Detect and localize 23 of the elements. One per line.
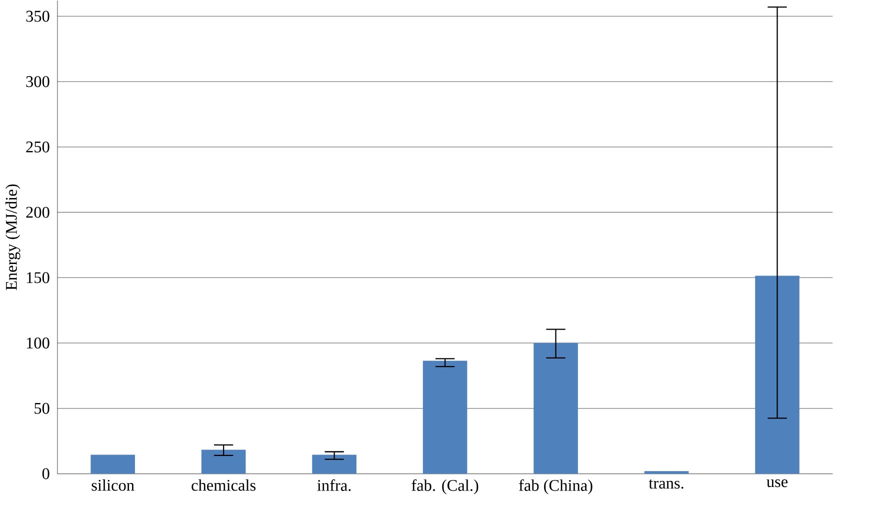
x-tick-label: trans. (648, 479, 684, 489)
bar (312, 454, 356, 474)
x-tick-label: use (766, 479, 788, 488)
x-tick-label: fab (China) (519, 479, 592, 494)
y-tick-label: 200 (26, 206, 50, 218)
x-tick-label: infra. (317, 479, 351, 491)
x-tick-label: fab. (Cal.) (412, 479, 478, 494)
bar (90, 454, 135, 474)
x-tick-label: chemicals (192, 479, 256, 491)
y-tick-label: 250 (26, 141, 50, 152)
x-tick-label: silicon (92, 479, 134, 491)
y-tick-label: 0 (42, 468, 50, 480)
y-tick-label: 350 (26, 10, 50, 22)
y-tick-label: 50 (34, 402, 50, 414)
bar (755, 276, 800, 474)
bar (422, 360, 468, 474)
bar (201, 450, 246, 474)
bar (534, 342, 578, 474)
y-axis-title: Energy (MJ/die) (5, 184, 20, 290)
y-tick-label: 100 (26, 337, 50, 348)
y-tick-label: 300 (26, 76, 50, 87)
y-tick-label: 150 (26, 272, 50, 284)
bar (644, 470, 689, 474)
